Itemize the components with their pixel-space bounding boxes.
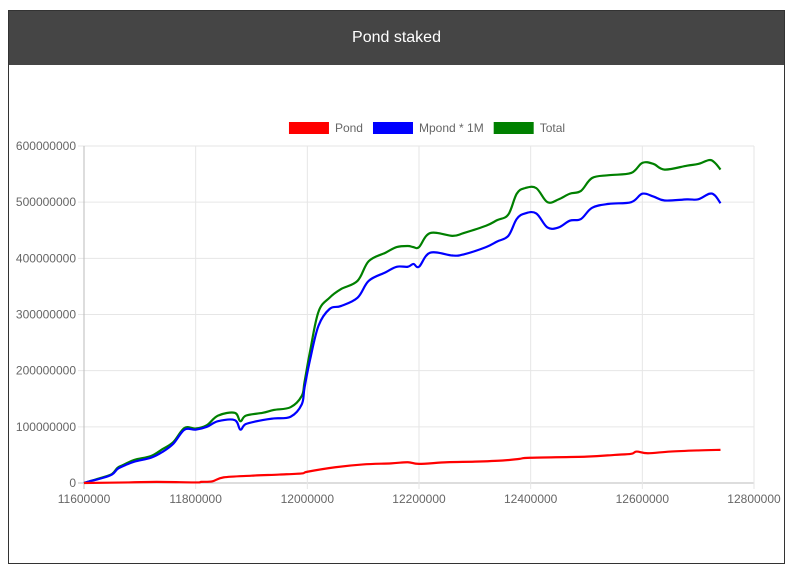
x-tick-label: 11800000 xyxy=(169,492,222,506)
series-line-mpond-1m xyxy=(83,192,722,485)
chart-series xyxy=(83,158,722,485)
x-tick-label: 12800000 xyxy=(727,492,781,506)
legend-swatch-mpond-1m xyxy=(372,122,413,134)
panel-header: Pond staked xyxy=(9,11,784,65)
legend-swatch-pond xyxy=(288,122,329,134)
y-tick-label: 600000000 xyxy=(16,139,76,153)
legend-swatch-total xyxy=(493,122,534,134)
y-tick-label: 400000000 xyxy=(16,251,76,265)
x-tick-label: 12600000 xyxy=(616,492,670,506)
legend-label-mpond-1m: Mpond * 1M xyxy=(419,121,484,135)
series-line-pond xyxy=(83,448,721,485)
panel-title: Pond staked xyxy=(352,29,441,46)
y-tick-label: 500000000 xyxy=(16,195,76,209)
y-tick-label: 200000000 xyxy=(16,364,76,378)
x-tick-label: 12400000 xyxy=(504,492,558,506)
chart-grid xyxy=(78,145,755,489)
y-tick-label: 300000000 xyxy=(16,308,76,322)
legend-label-pond: Pond xyxy=(335,121,363,135)
x-tick-label: 11600000 xyxy=(58,492,111,506)
y-tick-label: 0 xyxy=(69,476,76,490)
chart-panel: Pond staked xyxy=(8,10,785,564)
y-tick-label: 100000000 xyxy=(16,420,76,434)
chart-legend: Pond Mpond * 1M Total xyxy=(288,121,565,135)
x-tick-label: 12200000 xyxy=(392,492,446,506)
legend-label-total: Total xyxy=(540,121,565,135)
x-tick-label: 12000000 xyxy=(281,492,335,506)
chart-axes: 0 100000000 200000000 300000000 400000000 500… xyxy=(16,139,781,506)
